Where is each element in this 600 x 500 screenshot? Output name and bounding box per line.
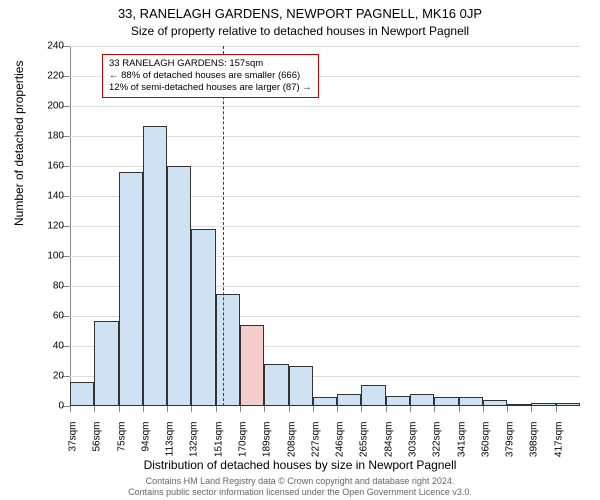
histogram-bar xyxy=(459,397,483,406)
y-axis-label: Number of detached properties xyxy=(12,61,26,226)
y-tick-label: 60 xyxy=(24,311,64,322)
y-tick-label: 160 xyxy=(24,161,64,172)
x-tick xyxy=(531,406,532,412)
histogram-bar xyxy=(167,166,191,406)
annotation-line1: 33 RANELAGH GARDENS: 157sqm xyxy=(109,58,263,69)
x-tick xyxy=(386,406,387,412)
histogram-bar xyxy=(119,172,143,406)
footer-attribution: Contains HM Land Registry data © Crown c… xyxy=(0,476,600,498)
histogram-chart: 02040608010012014016018020022024037sqm56… xyxy=(70,46,580,406)
x-tick xyxy=(119,406,120,412)
histogram-bar xyxy=(337,394,361,406)
histogram-bar xyxy=(313,397,337,406)
histogram-bar xyxy=(143,126,167,407)
y-tick-label: 0 xyxy=(24,401,64,412)
x-tick xyxy=(556,406,557,412)
page-subtitle: Size of property relative to detached ho… xyxy=(0,24,600,38)
annotation-line3: 12% of semi-detached houses are larger (… xyxy=(109,82,312,93)
x-tick xyxy=(143,406,144,412)
footer-line1: Contains HM Land Registry data © Crown c… xyxy=(146,476,455,486)
gridline xyxy=(70,46,580,47)
histogram-bar xyxy=(191,229,215,406)
x-tick xyxy=(434,406,435,412)
histogram-bar xyxy=(386,396,410,407)
x-tick xyxy=(507,406,508,412)
histogram-bar xyxy=(507,404,531,406)
y-tick-label: 40 xyxy=(24,341,64,352)
y-tick-label: 20 xyxy=(24,371,64,382)
histogram-bar xyxy=(289,366,313,407)
footer-line2: Contains public sector information licen… xyxy=(128,487,472,497)
y-tick-label: 180 xyxy=(24,131,64,142)
y-tick-label: 220 xyxy=(24,71,64,82)
x-tick xyxy=(264,406,265,412)
histogram-bar xyxy=(94,321,118,407)
histogram-bar xyxy=(361,385,385,406)
histogram-bar xyxy=(531,403,555,406)
x-tick xyxy=(167,406,168,412)
y-tick-label: 240 xyxy=(24,41,64,52)
annotation-line2: ← 88% of detached houses are smaller (66… xyxy=(109,70,300,81)
x-tick xyxy=(240,406,241,412)
histogram-bar xyxy=(70,382,94,406)
histogram-bar xyxy=(483,400,507,406)
x-tick xyxy=(94,406,95,412)
x-axis-label: Distribution of detached houses by size … xyxy=(0,458,600,472)
reference-line xyxy=(223,46,224,406)
gridline xyxy=(70,106,580,107)
x-tick xyxy=(216,406,217,412)
y-tick-label: 140 xyxy=(24,191,64,202)
x-tick xyxy=(313,406,314,412)
x-tick xyxy=(410,406,411,412)
x-tick xyxy=(361,406,362,412)
y-tick-label: 100 xyxy=(24,251,64,262)
histogram-bar xyxy=(410,394,434,406)
annotation-box: 33 RANELAGH GARDENS: 157sqm← 88% of deta… xyxy=(102,54,319,98)
x-tick xyxy=(483,406,484,412)
histogram-bar xyxy=(240,325,264,406)
y-tick-label: 80 xyxy=(24,281,64,292)
page-title: 33, RANELAGH GARDENS, NEWPORT PAGNELL, M… xyxy=(0,6,600,21)
histogram-bar xyxy=(434,397,458,406)
y-tick-label: 200 xyxy=(24,101,64,112)
x-tick xyxy=(70,406,71,412)
x-tick xyxy=(191,406,192,412)
x-tick xyxy=(289,406,290,412)
x-tick xyxy=(459,406,460,412)
x-tick xyxy=(337,406,338,412)
plot-area: 02040608010012014016018020022024037sqm56… xyxy=(70,46,580,406)
histogram-bar xyxy=(556,403,580,406)
histogram-bar xyxy=(264,364,288,406)
y-tick-label: 120 xyxy=(24,221,64,232)
histogram-bar xyxy=(216,294,240,407)
